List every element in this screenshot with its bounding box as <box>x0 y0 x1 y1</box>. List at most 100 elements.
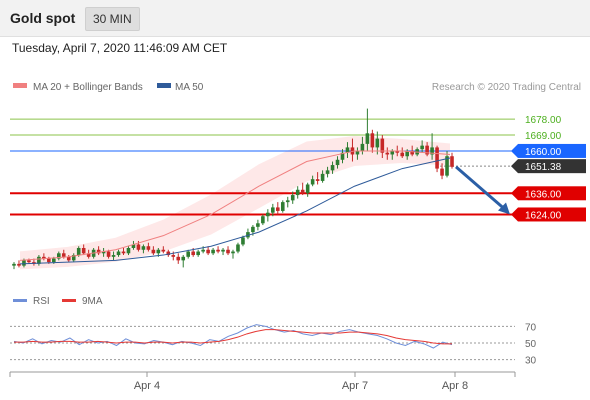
rsi-tick-label: 70 <box>525 322 537 333</box>
level-tag-pivot <box>518 143 586 158</box>
ma50-legend-label: MA 50 <box>175 82 204 93</box>
candle-body <box>196 251 200 256</box>
candle-body <box>71 255 76 261</box>
rsi-legend: RSI 9MA <box>13 296 103 307</box>
ma20-legend-label: MA 20 + Bollinger Bands <box>33 82 143 93</box>
candle-body <box>241 237 245 245</box>
candle-body <box>201 249 205 252</box>
research-credit: Research © 2020 Trading Central <box>432 82 581 93</box>
candle-body <box>211 249 215 254</box>
candle-body <box>430 147 434 155</box>
candle-body <box>156 249 161 254</box>
candle-body <box>256 223 260 227</box>
candle-body <box>231 251 235 254</box>
candle-body <box>181 256 186 261</box>
rsi-panel: 30 50 70 <box>10 322 537 367</box>
candle-body <box>236 244 240 252</box>
rsi-ma-line <box>14 329 452 345</box>
bollinger-band <box>20 135 450 270</box>
candle-body <box>300 189 305 194</box>
rsi-ma-legend-label: 9MA <box>82 296 103 307</box>
candle-body <box>400 152 405 157</box>
candle-body <box>176 256 181 261</box>
candle-body <box>76 248 81 256</box>
candle-body <box>221 249 225 252</box>
candle-body <box>375 138 380 148</box>
rsi-line <box>13 324 453 349</box>
candle-body <box>61 253 66 257</box>
rsi-legend-swatch <box>13 299 27 302</box>
time-axis: Apr 4 Apr 7 Apr 8 <box>9 371 516 392</box>
timeframe-button[interactable]: 30 MIN <box>85 7 140 31</box>
candle-body <box>81 248 86 254</box>
level-tag-pointer <box>511 186 518 201</box>
candle-body <box>47 258 51 263</box>
level-label-resistance: 1669.00 <box>525 131 562 142</box>
candle-body <box>285 200 290 203</box>
candle-body <box>56 253 61 259</box>
candle-body <box>390 150 395 155</box>
candle-body <box>325 170 330 174</box>
ma20-line <box>19 150 451 261</box>
level-label-pivot: 1660.00 <box>525 147 562 158</box>
candle-body <box>310 179 315 185</box>
candle-body <box>126 248 131 254</box>
ma20-legend-swatch <box>13 83 27 88</box>
candle-body <box>320 173 325 181</box>
time-axis-label: Apr 7 <box>342 380 368 392</box>
candle-body <box>271 207 275 213</box>
candle-body <box>425 145 429 155</box>
level-label-resistance: 1678.00 <box>525 115 562 126</box>
candle-body <box>355 150 360 155</box>
time-axis-label: Apr 4 <box>134 380 160 392</box>
candle-body <box>445 156 449 176</box>
candle-body <box>171 255 176 257</box>
price-chart: 1678.00 1669.00 1660.00 1651.38 1636.00 1624.… <box>10 108 586 270</box>
candle-body <box>146 246 151 250</box>
instrument-title: Gold spot <box>10 10 76 26</box>
candle-body <box>86 253 91 257</box>
candle-body <box>106 251 111 257</box>
rsi-tick-label: 30 <box>525 356 537 367</box>
rsi-legend-label: RSI <box>33 296 50 307</box>
candle-body <box>370 133 375 148</box>
candle-body <box>116 251 121 256</box>
candle-body <box>166 251 171 256</box>
candle-body <box>66 256 71 261</box>
chart-header: Gold spot 30 MIN <box>0 0 590 37</box>
rsi-tick-label: 50 <box>525 339 537 350</box>
candle-body <box>27 260 31 263</box>
candle-body <box>226 249 230 254</box>
candle-body <box>385 152 390 155</box>
level-label-support: 1624.00 <box>525 210 562 221</box>
forecast-arrow-shaft <box>455 165 505 210</box>
candle-body <box>305 184 310 194</box>
candle-body <box>410 150 414 155</box>
ma50-legend-swatch <box>157 83 171 88</box>
timestamp: Tuesday, April 7, 2020 11:46:09 AM CET <box>12 41 228 55</box>
candle-body <box>295 189 300 196</box>
candle-body <box>335 159 340 166</box>
forecast-arrow-head <box>498 202 510 215</box>
candle-body <box>136 244 141 250</box>
candle-body <box>340 152 345 160</box>
candle-body <box>191 251 195 256</box>
candle-body <box>315 179 320 181</box>
candle-body <box>280 202 285 211</box>
level-tag-support <box>518 207 586 222</box>
candle-body <box>450 156 454 167</box>
time-axis-label: Apr 8 <box>442 380 468 392</box>
candle-body <box>330 165 335 171</box>
candle-body <box>246 232 250 238</box>
candle-body <box>111 255 116 257</box>
rsi-ma-legend-swatch <box>62 299 76 302</box>
candle-body <box>17 263 21 266</box>
candle-body <box>42 256 46 259</box>
candle-body <box>440 168 444 176</box>
candle-body <box>405 150 410 157</box>
candle-body <box>395 150 400 153</box>
level-tag-support <box>518 186 586 201</box>
candle-body <box>251 226 255 233</box>
candle-body <box>266 212 270 217</box>
candle-body <box>121 251 126 254</box>
